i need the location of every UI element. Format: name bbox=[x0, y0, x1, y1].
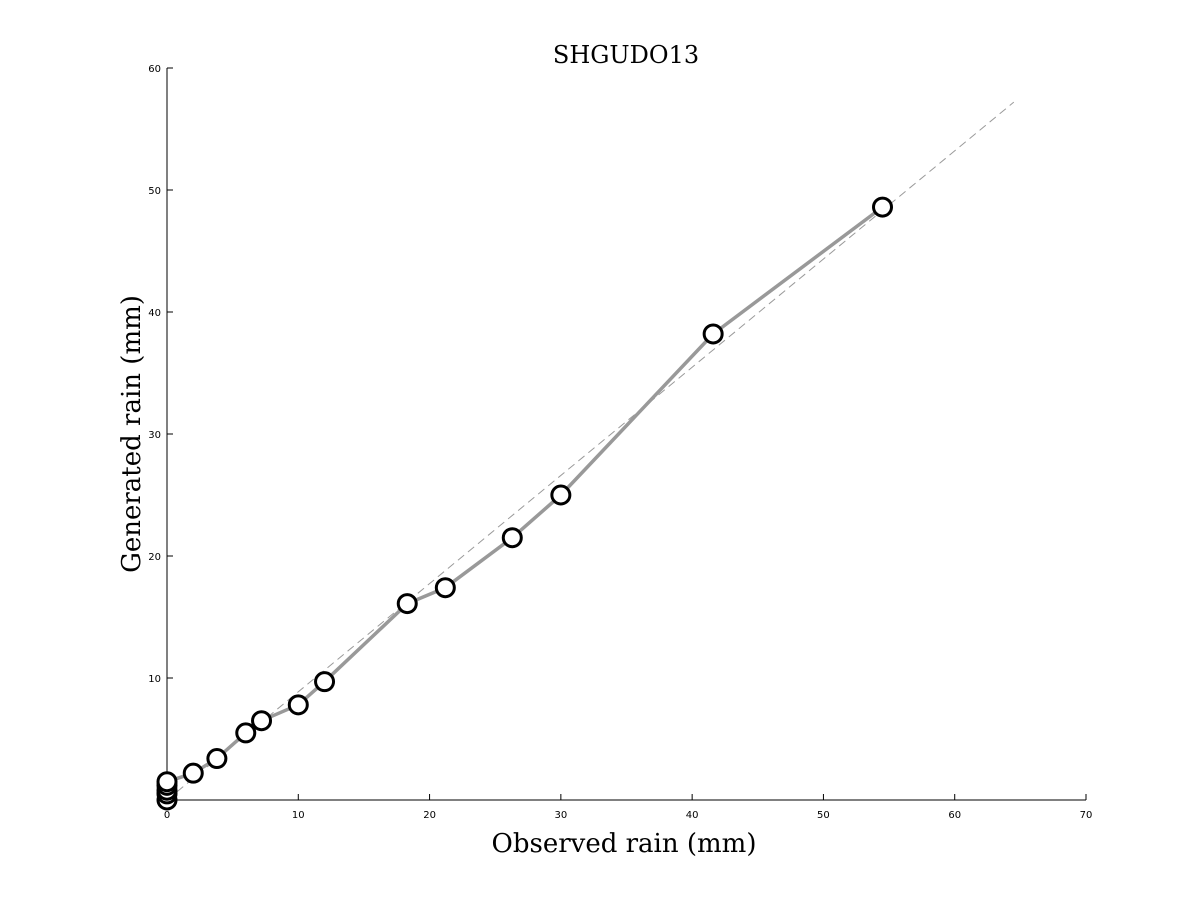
chart-title: SHGUDO13 bbox=[553, 41, 699, 69]
x-tick-label: 10 bbox=[292, 810, 305, 821]
x-tick-label: 20 bbox=[423, 810, 436, 821]
data-point bbox=[206, 748, 228, 770]
x-tick-label: 40 bbox=[686, 810, 699, 821]
y-tick-label: 40 bbox=[148, 308, 161, 319]
data-point bbox=[182, 762, 204, 784]
x-tick-label: 30 bbox=[554, 810, 567, 821]
data-point bbox=[314, 671, 336, 693]
y-tick-label: 10 bbox=[148, 674, 161, 685]
data-point bbox=[702, 323, 724, 345]
y-tick-label: 30 bbox=[148, 430, 161, 441]
y-tick-label: 20 bbox=[148, 552, 161, 563]
data-point bbox=[872, 196, 894, 218]
series-line bbox=[165, 205, 884, 800]
x-tick-label: 0 bbox=[164, 810, 170, 821]
y-axis-label: Generated rain (mm) bbox=[117, 295, 147, 573]
reference-layer bbox=[166, 101, 1015, 801]
x-tick-label: 50 bbox=[817, 810, 830, 821]
y-tick-label: 50 bbox=[148, 186, 161, 197]
plot-area: 0 10 20 30 40 50 60 70 10 20 30 40 50 60 bbox=[148, 64, 1092, 821]
data-point bbox=[396, 593, 418, 615]
reference-line bbox=[166, 101, 1015, 801]
y-ticks: 10 20 30 40 50 60 bbox=[148, 64, 173, 685]
data-point bbox=[434, 577, 456, 599]
x-tick-label: 70 bbox=[1080, 810, 1093, 821]
data-point bbox=[501, 527, 523, 549]
x-ticks: 0 10 20 30 40 50 60 70 bbox=[164, 794, 1093, 821]
data-point bbox=[251, 710, 273, 732]
data-point bbox=[550, 484, 572, 506]
data-point bbox=[287, 694, 309, 716]
data-point bbox=[156, 771, 178, 793]
x-axis-label: Observed rain (mm) bbox=[492, 829, 757, 859]
series-layer bbox=[156, 196, 894, 811]
y-tick-label: 60 bbox=[148, 64, 161, 75]
x-tick-label: 60 bbox=[948, 810, 961, 821]
data-point bbox=[235, 722, 257, 744]
